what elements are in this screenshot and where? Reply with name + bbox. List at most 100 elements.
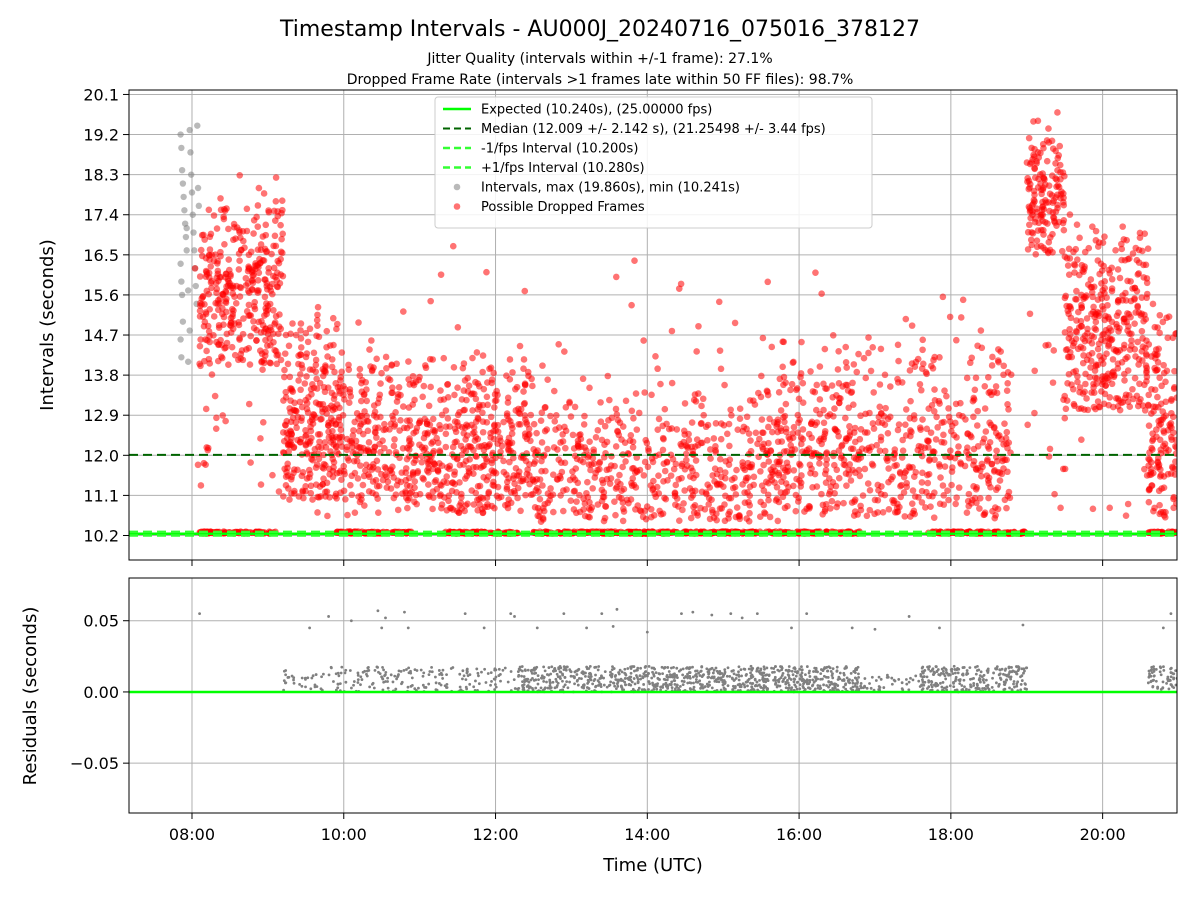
dropped-frame-point: [1067, 331, 1074, 338]
dropped-frame-point: [306, 325, 314, 333]
dropped-frame-point: [847, 477, 855, 484]
y-tick-label: 17.4: [83, 206, 119, 225]
dropped-frame-point: [531, 458, 539, 465]
dropped-frame-point: [365, 439, 373, 446]
dropped-frame-point: [220, 215, 228, 223]
residual-point: [338, 682, 342, 686]
dropped-frame-point: [953, 494, 960, 501]
dropped-frame-point: [728, 411, 735, 419]
dropped-frame-point: [1141, 230, 1149, 237]
dropped-frame-point: [881, 447, 889, 455]
residual-point: [557, 667, 561, 671]
residual-point: [801, 684, 805, 688]
residual-point: [313, 685, 317, 689]
residual-point: [499, 679, 502, 683]
dropped-frame-point: [1101, 284, 1109, 292]
dropped-frame-point: [515, 421, 522, 428]
dropped-frame-point: [511, 480, 518, 488]
dropped-frame-point: [1052, 160, 1059, 167]
dropped-frame-point: [1045, 199, 1052, 206]
dropped-frame-point: [570, 506, 578, 513]
residual-point: [676, 676, 679, 679]
dropped-frame-point: [721, 474, 729, 482]
interval-point: [183, 224, 190, 232]
dropped-frame-point: [338, 349, 346, 356]
dropped-frame-point: [214, 267, 222, 275]
residual-point: [419, 668, 423, 672]
dropped-frame-point: [353, 410, 361, 417]
residual-point: [445, 686, 448, 689]
dropped-frame-point: [427, 383, 434, 391]
dropped-frame-point: [262, 221, 270, 229]
dropped-frame-point: [850, 361, 858, 368]
dropped-frame-point: [581, 412, 588, 420]
legend-entry-label: Intervals, max (19.860s), min (10.241s): [481, 181, 740, 196]
residual-point: [651, 670, 654, 674]
dropped-frame-point: [373, 413, 380, 421]
dropped-frame-point: [680, 427, 688, 435]
dropped-frame-point: [458, 505, 466, 512]
dropped-frame-point: [236, 257, 243, 265]
residual-point: [484, 681, 488, 684]
residual-point: [573, 675, 576, 679]
dropped-frame-point: [437, 271, 445, 278]
dropped-frame-point: [1030, 196, 1038, 204]
dropped-frame-point: [628, 301, 635, 309]
dropped-frame-point: [547, 485, 554, 492]
residual-point: [352, 680, 356, 683]
dropped-frame-point: [911, 510, 918, 518]
residual-point: [494, 683, 497, 686]
dropped-frame-point: [573, 455, 581, 463]
dropped-frame-point: [494, 483, 502, 491]
dropped-frame-point: [1140, 317, 1147, 325]
dropped-frame-point: [599, 493, 607, 501]
dropped-frame-point: [494, 391, 501, 399]
dropped-frame-point: [1101, 316, 1109, 324]
residual-point: [480, 670, 483, 674]
dropped-frame-point: [990, 424, 998, 432]
residual-point: [589, 675, 593, 678]
dropped-frame-point: [294, 466, 301, 474]
dropped-frame-point: [982, 428, 990, 435]
residual-point: [692, 687, 695, 691]
residual-point: [773, 670, 776, 674]
dropped-frame-point: [1098, 381, 1106, 388]
dropped-frame-point: [1024, 246, 1032, 253]
dropped-frame-point: [921, 444, 929, 452]
residual-point: [486, 672, 490, 675]
dropped-frame-point: [1049, 379, 1057, 386]
legend-entry-label: -1/fps Interval (10.200s): [481, 142, 638, 157]
dropped-frame-point: [358, 379, 365, 387]
residual-point: [516, 670, 520, 673]
dropped-frame-point: [409, 372, 417, 380]
dropped-frame-point: [473, 463, 480, 471]
dropped-frame-point: [702, 489, 710, 496]
dropped-frame-point: [241, 244, 248, 252]
dropped-frame-point: [1039, 186, 1047, 194]
dropped-frame-point: [549, 471, 557, 478]
dropped-frame-point: [1159, 318, 1167, 326]
dropped-frame-point: [1124, 500, 1132, 508]
dropped-frame-point: [843, 482, 850, 489]
dropped-frame-point: [325, 428, 332, 436]
dropped-frame-point: [374, 399, 382, 407]
residual-point: [520, 665, 524, 668]
residual-point: [669, 666, 673, 670]
dropped-frame-point: [896, 468, 904, 476]
dropped-frame-point: [208, 251, 216, 259]
dropped-frame-point: [297, 327, 304, 334]
dropped-frame-point: [929, 492, 936, 500]
dropped-frame-point: [305, 466, 313, 474]
dropped-frame-point: [318, 444, 325, 451]
residual-point: [609, 680, 613, 684]
dropped-frame-point: [937, 474, 944, 481]
dropped-frame-point: [550, 508, 557, 516]
dropped-frame-point: [404, 504, 411, 512]
dropped-frame-point: [314, 311, 321, 319]
residual-point: [421, 683, 425, 687]
dropped-frame-point: [479, 401, 487, 409]
dropped-frame-point: [438, 482, 445, 489]
dropped-frame-point: [597, 418, 605, 425]
dropped-frame-point: [239, 356, 247, 364]
dropped-frame-point: [764, 491, 772, 499]
